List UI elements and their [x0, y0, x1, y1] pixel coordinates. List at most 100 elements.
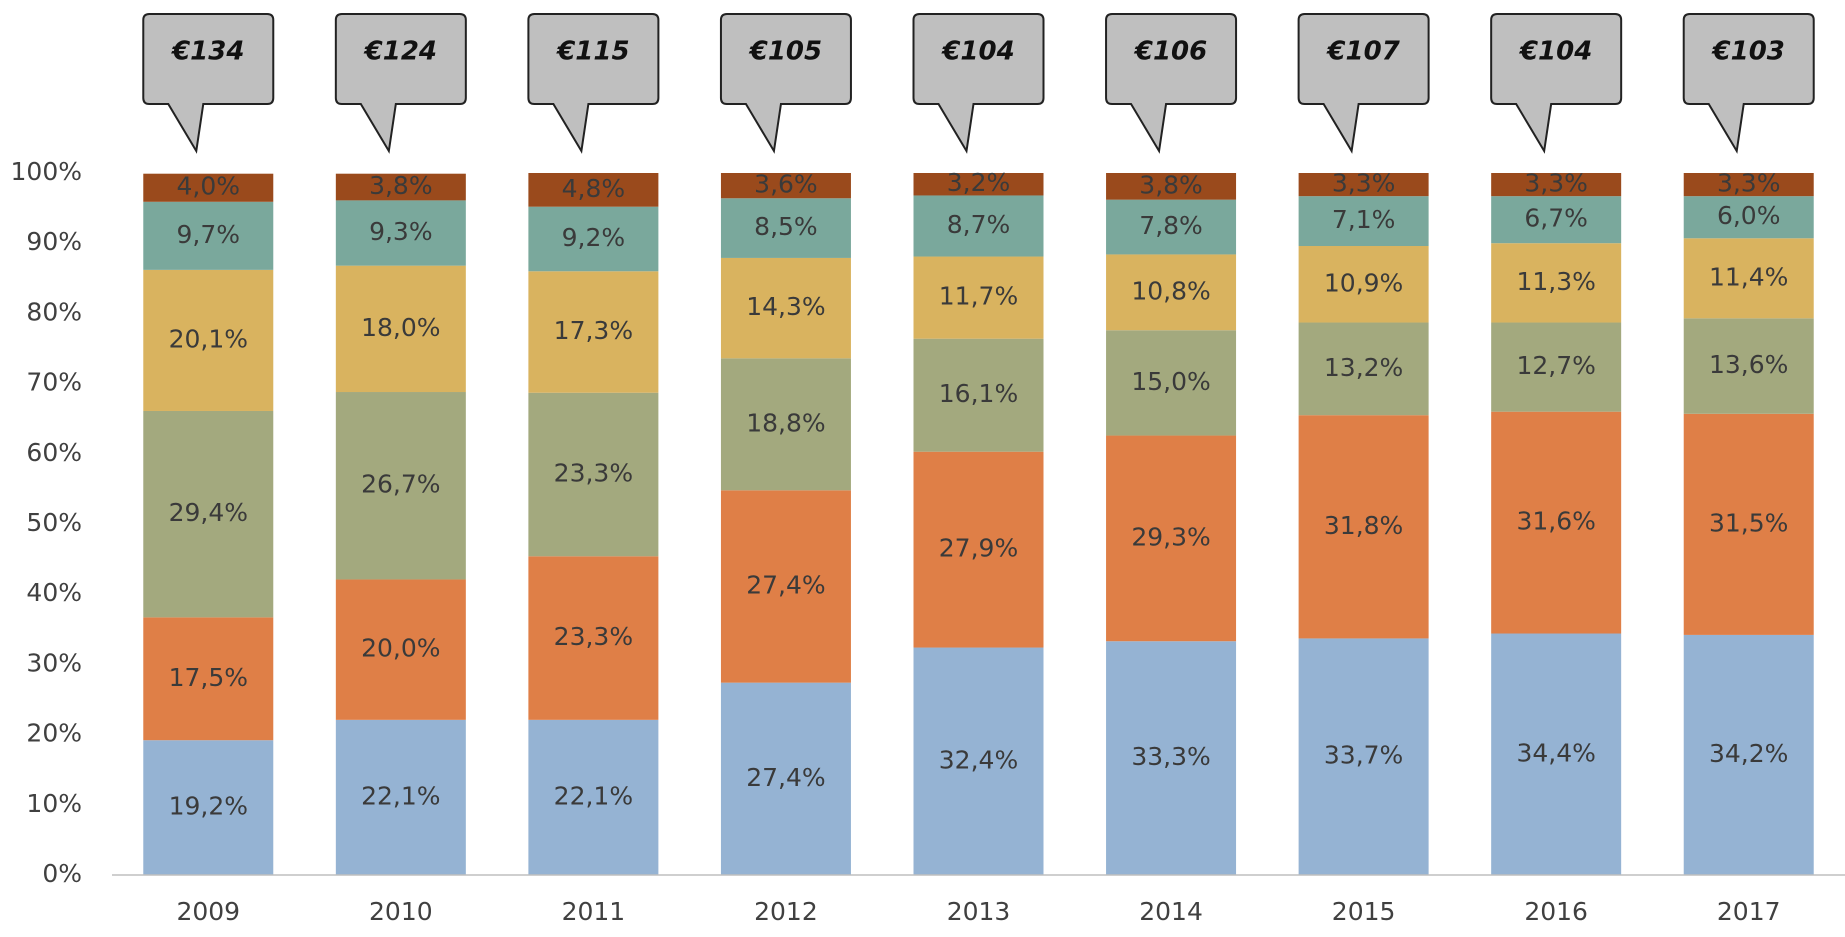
bar-segment [1106, 199, 1237, 255]
bar-segment [1491, 633, 1622, 875]
data-label: 14,3% [746, 292, 825, 321]
bar-segment [335, 392, 466, 580]
bar-segment [1106, 641, 1237, 875]
data-label: 3,3% [1524, 169, 1588, 198]
x-tick-label: 2017 [1717, 897, 1781, 926]
bar-segment [143, 617, 274, 741]
bar-segment [1683, 318, 1814, 414]
bar-segment [1106, 254, 1237, 331]
data-label: 32,4% [939, 745, 1018, 774]
bar-segment [528, 556, 659, 720]
bar-segment [1683, 173, 1814, 197]
x-tick-label: 2013 [947, 897, 1011, 926]
bar-segment [1298, 638, 1429, 875]
bar-segment [1683, 413, 1814, 635]
callout-label: €134 [170, 37, 244, 67]
data-label: 9,7% [177, 220, 241, 249]
bar-segment [1106, 330, 1237, 436]
data-label: 10,8% [1131, 276, 1210, 305]
data-label: 3,2% [947, 168, 1011, 197]
bar-segment [143, 410, 274, 618]
bar-segment [1106, 435, 1237, 642]
bar-segment [720, 358, 851, 491]
y-tick-label: 30% [26, 648, 82, 677]
bar-segment [528, 719, 659, 875]
bar-segment [143, 173, 274, 202]
bar-segment [720, 198, 851, 258]
bar-segment [1106, 173, 1237, 200]
bar-segment [528, 271, 659, 393]
callout [1105, 13, 1238, 154]
data-label: 11,3% [1516, 267, 1595, 296]
data-label: 4,0% [177, 172, 241, 201]
bar-segment [1683, 238, 1814, 319]
data-label: 23,3% [554, 459, 633, 488]
data-label: 31,8% [1324, 511, 1403, 540]
bar-segment [1491, 173, 1622, 197]
data-label: 27,4% [746, 763, 825, 792]
callout [142, 13, 275, 154]
data-label: 27,4% [746, 570, 825, 599]
data-label: 10,9% [1324, 268, 1403, 297]
data-label: 17,3% [554, 316, 633, 345]
bar-segment [143, 201, 274, 270]
bar-segment [1298, 173, 1429, 197]
data-label: 3,8% [1139, 170, 1203, 199]
data-label: 13,6% [1709, 350, 1788, 379]
bar-segment [1298, 196, 1429, 247]
x-tick-label: 2012 [754, 897, 818, 926]
y-tick-label: 90% [26, 227, 82, 256]
bar-segment [143, 269, 274, 411]
data-label: 4,8% [562, 174, 626, 203]
callout-label: €104 [940, 37, 1014, 67]
bar-segment [335, 200, 466, 266]
bar-segment [913, 451, 1044, 648]
data-label: 27,9% [939, 534, 1018, 563]
data-label: 18,8% [746, 408, 825, 437]
data-label: 8,5% [754, 212, 818, 241]
data-label: 17,5% [169, 663, 248, 692]
y-tick-label: 50% [26, 508, 82, 537]
bar-segment [913, 195, 1044, 257]
data-label: 16,1% [939, 379, 1018, 408]
bar-segment [1298, 322, 1429, 416]
bar-segment [720, 682, 851, 875]
data-label: 3,3% [1332, 169, 1396, 198]
bar-segment [913, 647, 1044, 875]
y-tick-label: 60% [26, 438, 82, 467]
callout-label: €104 [1518, 37, 1592, 67]
data-label: 18,0% [361, 313, 440, 342]
data-label: 20,0% [361, 634, 440, 663]
data-label: 31,5% [1709, 508, 1788, 537]
data-label: 29,3% [1131, 522, 1210, 551]
x-tick-label: 2010 [369, 897, 433, 926]
bar-segment [1683, 196, 1814, 239]
data-label: 9,2% [562, 223, 626, 252]
x-tick-label: 2009 [176, 897, 240, 926]
data-label: 8,7% [947, 210, 1011, 239]
data-label: 20,1% [169, 324, 248, 353]
bar-segment [1683, 634, 1814, 875]
bar-segment [1491, 322, 1622, 412]
callout [1297, 13, 1430, 154]
callout-label: €105 [748, 37, 822, 67]
data-label: 33,7% [1324, 741, 1403, 770]
data-label: 11,7% [939, 282, 1018, 311]
x-tick-label: 2016 [1524, 897, 1588, 926]
bar-segment [913, 173, 1044, 196]
data-label: 7,1% [1332, 205, 1396, 234]
bar-segment [913, 338, 1044, 452]
callout [1490, 13, 1623, 154]
x-tick-label: 2015 [1332, 897, 1396, 926]
bar-segment [1298, 415, 1429, 639]
callout-label: €106 [1133, 37, 1207, 67]
data-label: 3,6% [754, 170, 818, 199]
bar-segment [1491, 243, 1622, 323]
y-tick-label: 40% [26, 578, 82, 607]
callout [1682, 13, 1815, 154]
bar-segment [1491, 196, 1622, 244]
data-label: 19,2% [169, 792, 248, 821]
callout [719, 13, 852, 154]
data-label: 33,3% [1131, 742, 1210, 771]
